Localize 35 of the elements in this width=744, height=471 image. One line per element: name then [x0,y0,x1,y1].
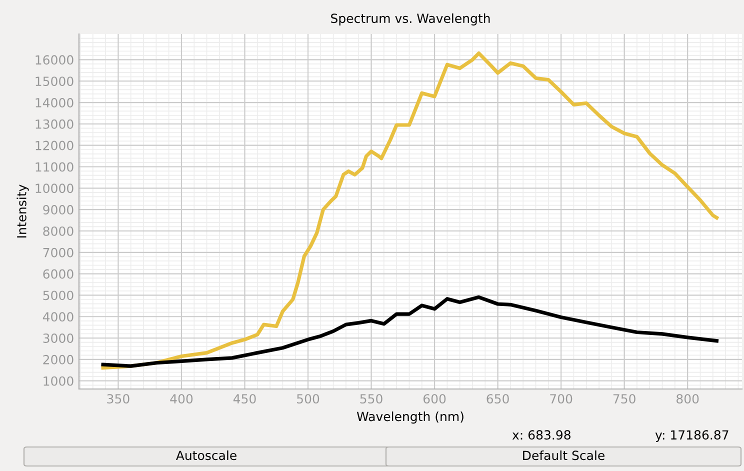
x-tick-label: 350 [107,394,130,404]
text: Default Scale [523,450,604,460]
y-tick-label: 10000 [36,184,74,194]
y-tick-label: 14000 [36,98,74,108]
y-tick-label: 16000 [36,55,74,65]
y-tick-label: 1000 [44,376,74,386]
x-tick-label: 800 [676,394,699,404]
text: x: 683.98 [512,430,570,440]
x-tick-label: 500 [297,394,320,404]
y-tick-label: 9000 [43,205,74,214]
y-tick-label: 5000 [43,290,74,300]
chart-title: Spectrum vs. Wavelength [331,13,490,26]
y-tick-label: 11000 [36,162,74,172]
line-series [101,51,718,370]
y-tick-label: 2000 [43,354,74,364]
y-tick-label: 8000 [43,226,74,236]
y-tick-label: 7000 [43,248,74,258]
y-tick-label: 12000 [36,140,74,150]
line-series [101,295,718,368]
x-axis-title: Wavelength (nm) [356,412,464,424]
y-tick-label: 4000 [42,312,74,322]
y-tick-label: 15000 [36,76,74,86]
y-axis-title: Intensity [16,184,29,238]
y-tick-label: 13000 [36,119,74,129]
text: Autoscale [176,450,236,460]
y-tick-label: 6000 [43,269,74,279]
x-tick-label: 400 [170,394,193,404]
x-tick-label: 600 [423,394,446,404]
x-tick-label: 550 [360,394,382,404]
text: y: 17186.87 [655,430,728,442]
x-tick-label: 450 [233,394,256,404]
y-tick-label: 3000 [43,334,74,343]
x-tick-label: 650 [486,394,509,404]
x-tick-label: 750 [613,394,636,404]
x-tick-label: 700 [550,394,572,404]
